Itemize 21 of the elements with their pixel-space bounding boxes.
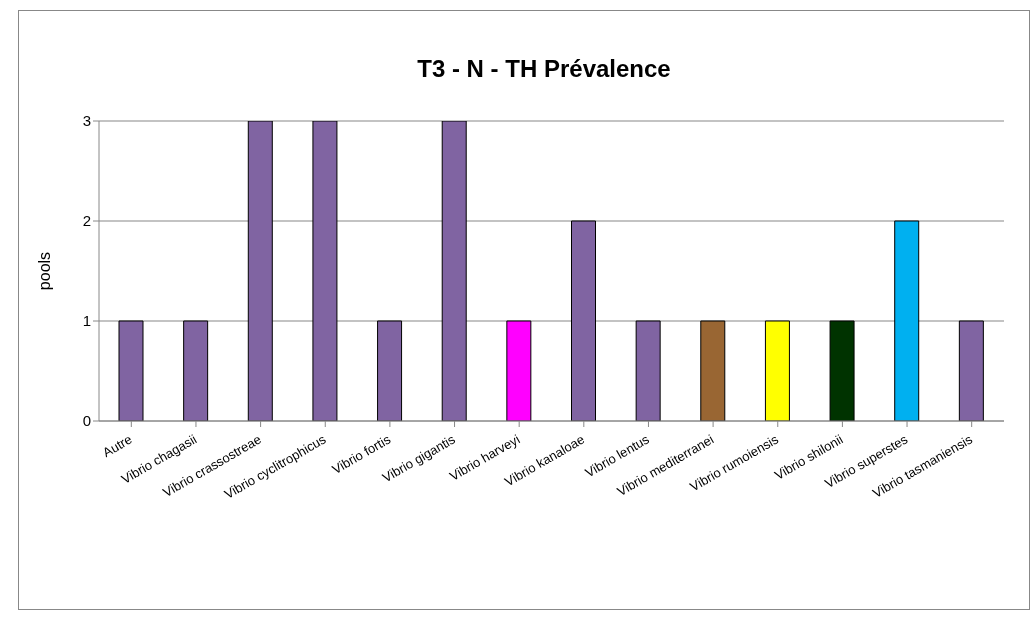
bar: [183, 320, 209, 421]
bar: [571, 220, 596, 421]
bar: [247, 121, 273, 421]
bar: [441, 121, 467, 421]
bar: [506, 320, 532, 421]
bar: [894, 220, 920, 421]
bar: [829, 320, 855, 421]
y-axis-title: pools: [35, 251, 53, 291]
bar: [764, 320, 790, 421]
bar: [377, 320, 403, 421]
bar: [958, 320, 984, 421]
bar: [635, 320, 661, 421]
y-tick-label: 0: [82, 412, 91, 430]
y-tick-label: 1: [82, 312, 91, 330]
chart-title: T3 - N - TH Prévalence: [416, 55, 672, 83]
bar: [700, 320, 726, 421]
y-tick-label: 3: [82, 112, 91, 130]
x-tick-label: Autre: [100, 431, 135, 461]
bar: [312, 121, 338, 421]
y-tick-label: 2: [82, 212, 91, 230]
bar: [118, 320, 144, 421]
